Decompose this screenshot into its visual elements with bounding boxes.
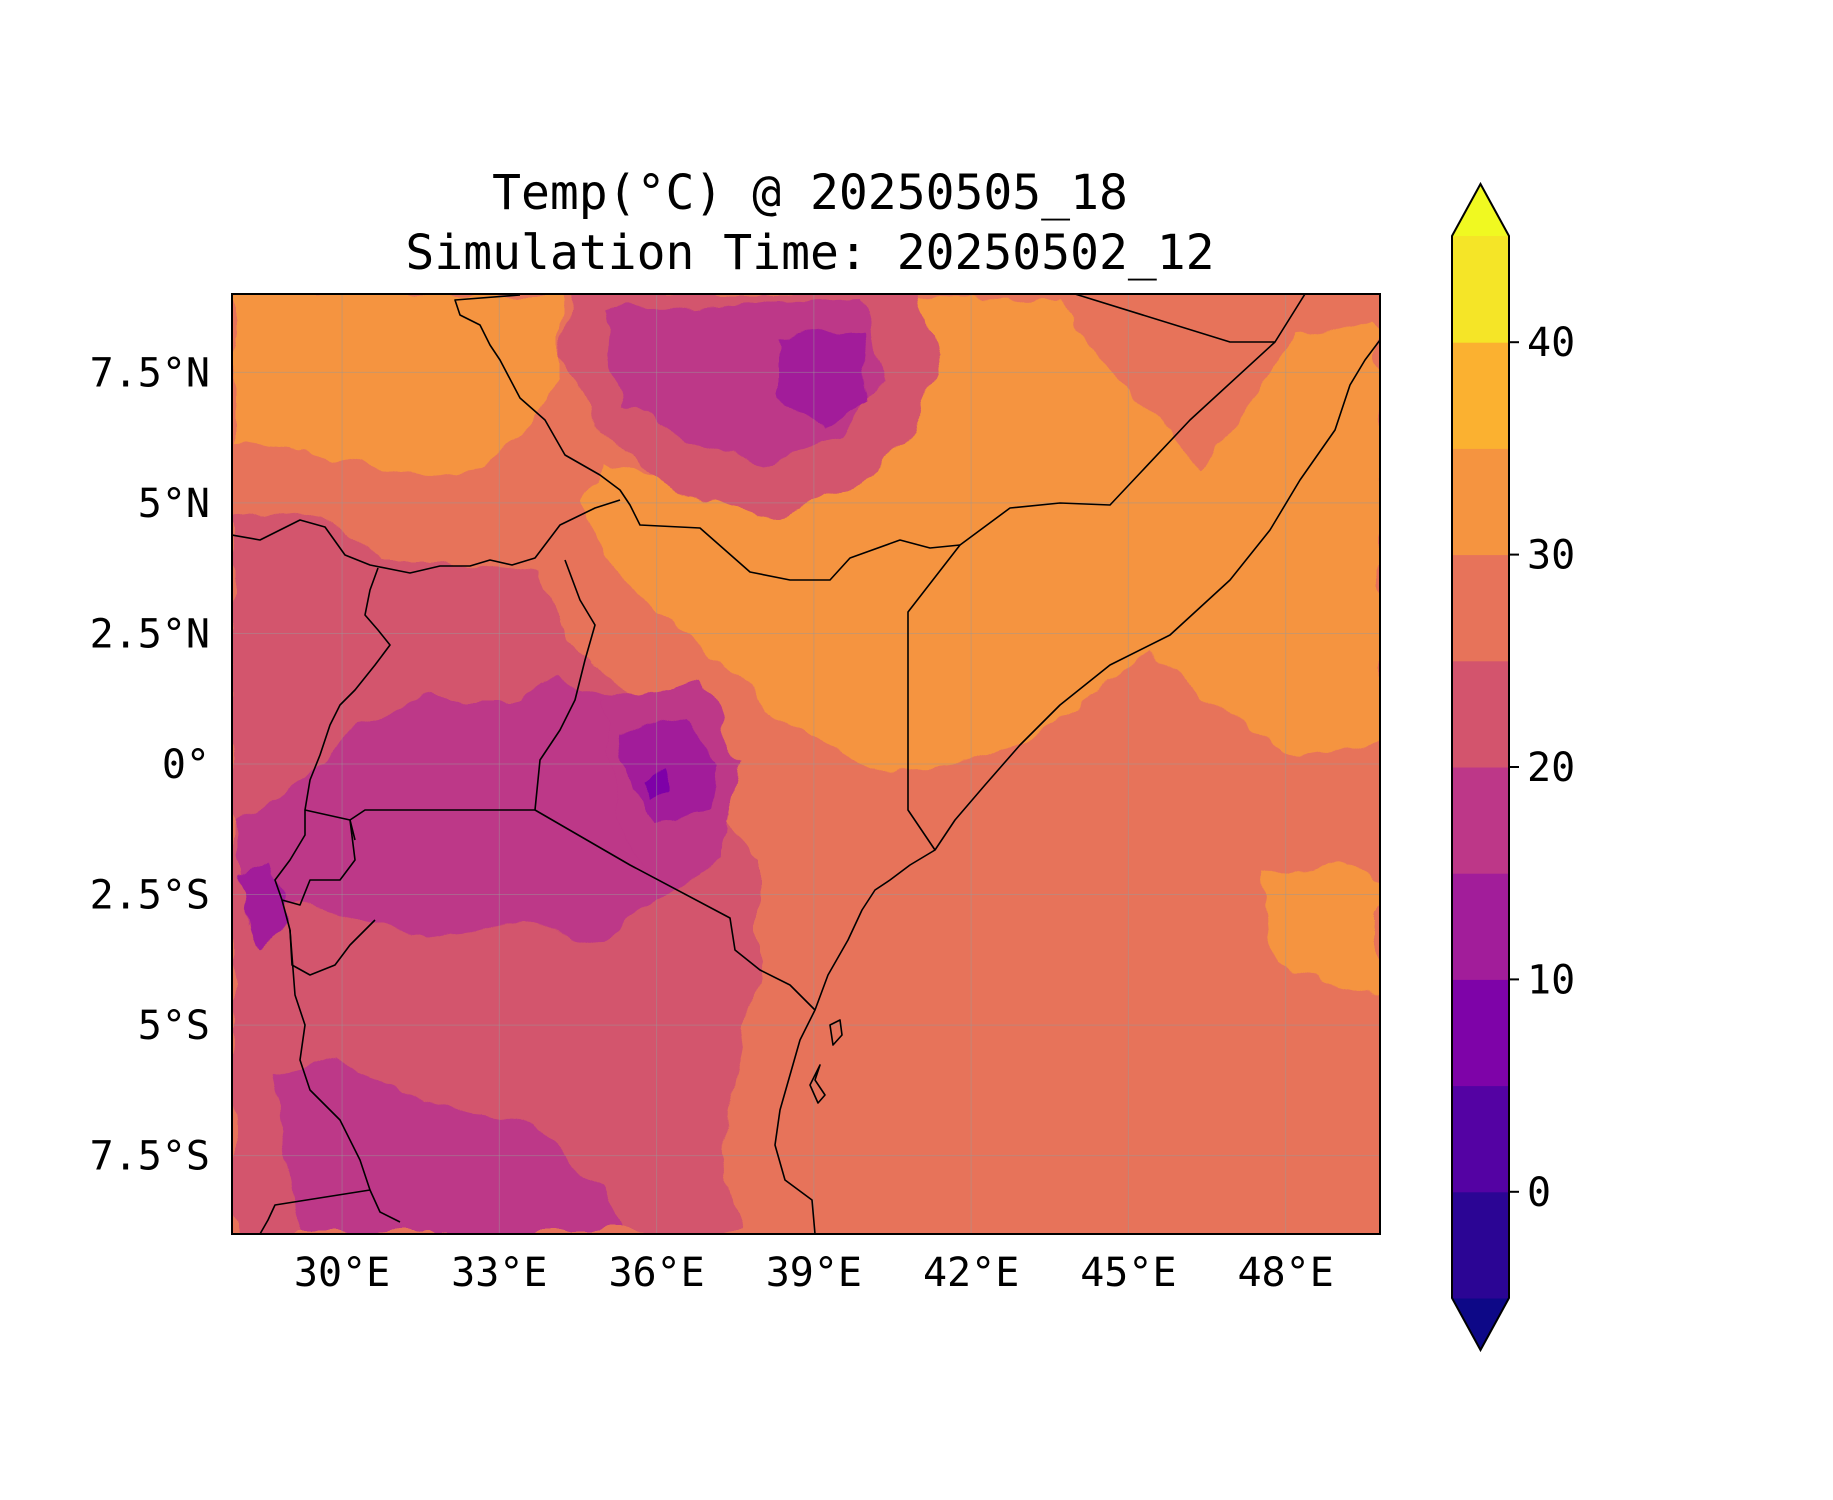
colorbar-tick-label: 10 bbox=[1527, 957, 1575, 1003]
y-tick-label: 5°S bbox=[138, 1003, 210, 1049]
y-tick-label: 2.5°N bbox=[90, 611, 210, 657]
colorbar-bin bbox=[1452, 660, 1509, 768]
colorbar-tick-label: 40 bbox=[1527, 320, 1575, 366]
border-south-sudan-uganda bbox=[232, 499, 621, 574]
map-title: Temp(°C) @ 20250505_18 bbox=[492, 165, 1128, 221]
x-tick-label: 36°E bbox=[608, 1250, 704, 1296]
country-borders bbox=[232, 294, 1380, 1234]
x-axis-ticks: 30°E 33°E 36°E 39°E 42°E 45°E 48°E bbox=[294, 1250, 1334, 1296]
colorbar-bin bbox=[1452, 342, 1509, 449]
colorbar-extend-over bbox=[1452, 184, 1509, 236]
zanzibar-island bbox=[829, 1019, 843, 1046]
colorbar-tick-label: 0 bbox=[1527, 1170, 1551, 1216]
map-frame bbox=[231, 293, 1381, 1235]
colorbar-tick-label: 30 bbox=[1527, 533, 1575, 579]
colorbar-bin bbox=[1452, 873, 1509, 980]
colorbar-bin bbox=[1452, 236, 1509, 343]
y-tick-label: 2.5°S bbox=[90, 873, 210, 919]
colorbar-bin bbox=[1452, 448, 1509, 556]
temp-field-30-35-east-patch bbox=[1260, 860, 1380, 1000]
colorbar-bin bbox=[1452, 979, 1509, 1087]
border-somalia-ethiopia-diagonal bbox=[907, 341, 1276, 851]
y-tick-label: 0° bbox=[162, 742, 210, 788]
temp-field-10-15-rift bbox=[240, 860, 290, 950]
x-tick-label: 30°E bbox=[294, 1250, 390, 1296]
temp-field-30-35-northeast bbox=[580, 294, 1380, 770]
border-kenya-tanzania bbox=[349, 809, 535, 841]
x-tick-label: 45°E bbox=[1080, 1250, 1176, 1296]
border-ethiopia-somalia bbox=[1074, 294, 1306, 343]
mafia-island bbox=[809, 1064, 826, 1104]
temp-field-10-15-ethiopia bbox=[780, 330, 870, 430]
colorbar-outline bbox=[1451, 181, 1510, 1353]
border-lake-tanganyika bbox=[289, 929, 401, 1223]
y-tick-label: 7.5°S bbox=[90, 1134, 210, 1180]
colorbar-bin bbox=[1452, 554, 1509, 662]
coastline-east-africa bbox=[774, 339, 1380, 1234]
colorbar: 0 10 20 30 40 bbox=[1451, 181, 1575, 1353]
y-tick-label: 5°N bbox=[138, 481, 210, 527]
border-rwanda-burundi bbox=[274, 809, 356, 906]
x-tick-label: 33°E bbox=[451, 1250, 547, 1296]
x-tick-label: 48°E bbox=[1237, 1250, 1333, 1296]
border-tanzania-zambia bbox=[259, 1189, 371, 1234]
x-tick-label: 42°E bbox=[923, 1250, 1019, 1296]
x-tick-label: 39°E bbox=[766, 1250, 862, 1296]
colorbar-bin bbox=[1452, 1085, 1509, 1193]
temperature-map bbox=[232, 294, 1380, 1234]
y-tick-label: 7.5°N bbox=[90, 350, 210, 396]
map-subtitle: Simulation Time: 20250502_12 bbox=[405, 225, 1215, 281]
temp-field-15-20-south bbox=[270, 1060, 620, 1234]
y-axis-ticks: 7.5°N 5°N 2.5°N 0° 2.5°S 5°S 7.5°S bbox=[90, 350, 210, 1179]
border-kenya-ethiopia bbox=[454, 294, 961, 581]
temp-field-30-35-north bbox=[232, 294, 560, 480]
colorbar-bin bbox=[1452, 767, 1509, 874]
temp-field-5-10-peak bbox=[640, 772, 668, 800]
colorbar-extend-under bbox=[1452, 1298, 1509, 1350]
colorbar-tick-label: 20 bbox=[1527, 745, 1575, 791]
border-kenya-tanzania-diagonal bbox=[534, 809, 816, 1011]
colorbar-bin bbox=[1452, 1191, 1509, 1299]
border-drc-uganda bbox=[304, 567, 391, 811]
border-uganda-kenya bbox=[534, 559, 596, 811]
temp-field-10-15-kenya-highlands bbox=[620, 720, 720, 820]
